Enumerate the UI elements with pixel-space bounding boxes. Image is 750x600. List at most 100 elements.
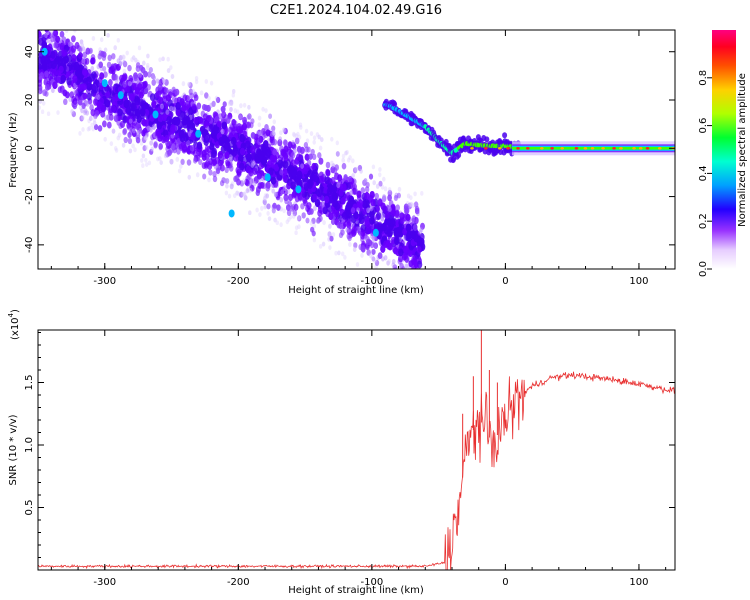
spectral-blob bbox=[419, 270, 424, 277]
spectral-blob bbox=[348, 175, 353, 183]
spectral-blob bbox=[52, 81, 58, 90]
spectral-blob bbox=[136, 115, 142, 123]
spectral-blob bbox=[81, 57, 86, 64]
spectral-blob bbox=[318, 171, 324, 179]
spectral-blob bbox=[298, 122, 303, 128]
spectral-blob bbox=[158, 143, 163, 150]
spectral-blob bbox=[198, 159, 203, 166]
spectral-blob bbox=[317, 209, 323, 217]
spectral-blob bbox=[382, 194, 386, 200]
spectral-blob bbox=[327, 231, 332, 238]
peak-blob bbox=[264, 173, 271, 182]
spectral-blob bbox=[331, 232, 336, 238]
spectral-blob bbox=[368, 173, 374, 180]
spectral-blob bbox=[107, 54, 112, 62]
spectral-blob bbox=[158, 156, 162, 162]
snr-x-ticks: -300 -200 -100 0 100 bbox=[50, 330, 667, 588]
spectral-blob bbox=[393, 227, 400, 237]
spectral-blob bbox=[371, 256, 376, 262]
spectral-blob bbox=[311, 162, 317, 170]
spectral-blob bbox=[353, 211, 359, 220]
spectral-blob bbox=[149, 148, 154, 155]
spectral-blob bbox=[151, 79, 156, 86]
spectral-blob bbox=[125, 50, 129, 56]
spectral-blob bbox=[249, 184, 255, 192]
spectral-blob bbox=[77, 52, 83, 60]
spectral-blob bbox=[348, 195, 355, 204]
spectral-blob bbox=[67, 41, 72, 47]
spectral-blob bbox=[403, 252, 409, 260]
spectral-blob bbox=[304, 153, 310, 161]
spectral-blob bbox=[229, 183, 234, 190]
spectral-blob bbox=[127, 64, 132, 72]
spectral-blob bbox=[393, 195, 398, 201]
spectral-blob bbox=[211, 100, 216, 107]
spectral-blob bbox=[265, 193, 270, 199]
spectral-blob bbox=[393, 266, 398, 269]
spectral-blob bbox=[365, 220, 371, 229]
spectral-blob bbox=[225, 178, 230, 184]
spectral-blob bbox=[316, 217, 321, 224]
spectral-blob bbox=[143, 87, 149, 95]
spectral-blob bbox=[351, 173, 355, 179]
spectral-blob bbox=[161, 78, 166, 84]
spectral-blob bbox=[137, 45, 142, 51]
spectral-blob bbox=[346, 227, 352, 236]
spectral-blob bbox=[39, 22, 44, 29]
spectral-blob bbox=[232, 89, 236, 94]
spectral-blob bbox=[141, 136, 147, 144]
spectral-blob bbox=[299, 125, 303, 130]
spectral-blob bbox=[108, 78, 113, 86]
spectral-blob bbox=[131, 143, 135, 149]
spectral-blob bbox=[50, 60, 57, 70]
spectral-blob bbox=[245, 153, 252, 162]
spectral-blob bbox=[141, 153, 146, 159]
peak-blob bbox=[372, 228, 379, 237]
spectral-blob bbox=[380, 245, 386, 253]
spectral-blob bbox=[235, 190, 239, 196]
spectral-blob bbox=[90, 57, 95, 65]
spectral-blob bbox=[247, 104, 251, 110]
spectral-blob bbox=[291, 131, 296, 137]
spectral-blob bbox=[134, 97, 141, 106]
spectral-blob bbox=[75, 68, 82, 78]
spectral-blob bbox=[141, 153, 146, 159]
spectral-blob bbox=[310, 226, 315, 233]
snr-series-line bbox=[38, 371, 675, 570]
spectral-blob bbox=[372, 180, 376, 186]
spectral-blob bbox=[104, 99, 111, 108]
x-tick-label: 0 bbox=[502, 577, 508, 588]
spectral-blob bbox=[273, 191, 278, 198]
spectral-blob bbox=[246, 121, 252, 129]
spectral-blob bbox=[171, 96, 177, 103]
peak-blob bbox=[228, 209, 235, 218]
spectral-blob bbox=[99, 72, 105, 80]
spectral-blob bbox=[85, 110, 90, 116]
spectral-blob bbox=[224, 190, 229, 196]
spectral-blob bbox=[356, 207, 361, 213]
spectral-blob bbox=[102, 120, 107, 128]
spectral-blob bbox=[122, 115, 128, 124]
spectral-blob bbox=[220, 128, 225, 135]
spectral-blob bbox=[193, 157, 198, 164]
spectral-blob bbox=[290, 151, 296, 159]
spectral-blob bbox=[297, 224, 301, 230]
spectral-blob bbox=[256, 172, 262, 180]
spectral-blob bbox=[45, 15, 50, 22]
spectral-blob bbox=[352, 225, 357, 234]
spectral-blob bbox=[86, 92, 92, 101]
spectral-blob bbox=[247, 104, 251, 110]
spectral-blob bbox=[169, 105, 174, 112]
spectral-blob bbox=[81, 83, 87, 91]
x-tick-label: -100 bbox=[361, 577, 384, 588]
spectral-blob bbox=[134, 57, 138, 63]
spectral-blob bbox=[91, 36, 96, 41]
spectral-blob bbox=[138, 72, 143, 78]
spectral-blob bbox=[66, 77, 73, 86]
spectral-blob bbox=[318, 244, 323, 249]
spectral-blob bbox=[87, 125, 92, 131]
spectral-blob bbox=[174, 88, 180, 96]
spectral-blob bbox=[187, 174, 192, 180]
spectral-blob bbox=[128, 148, 133, 154]
spectral-blob bbox=[335, 151, 340, 157]
